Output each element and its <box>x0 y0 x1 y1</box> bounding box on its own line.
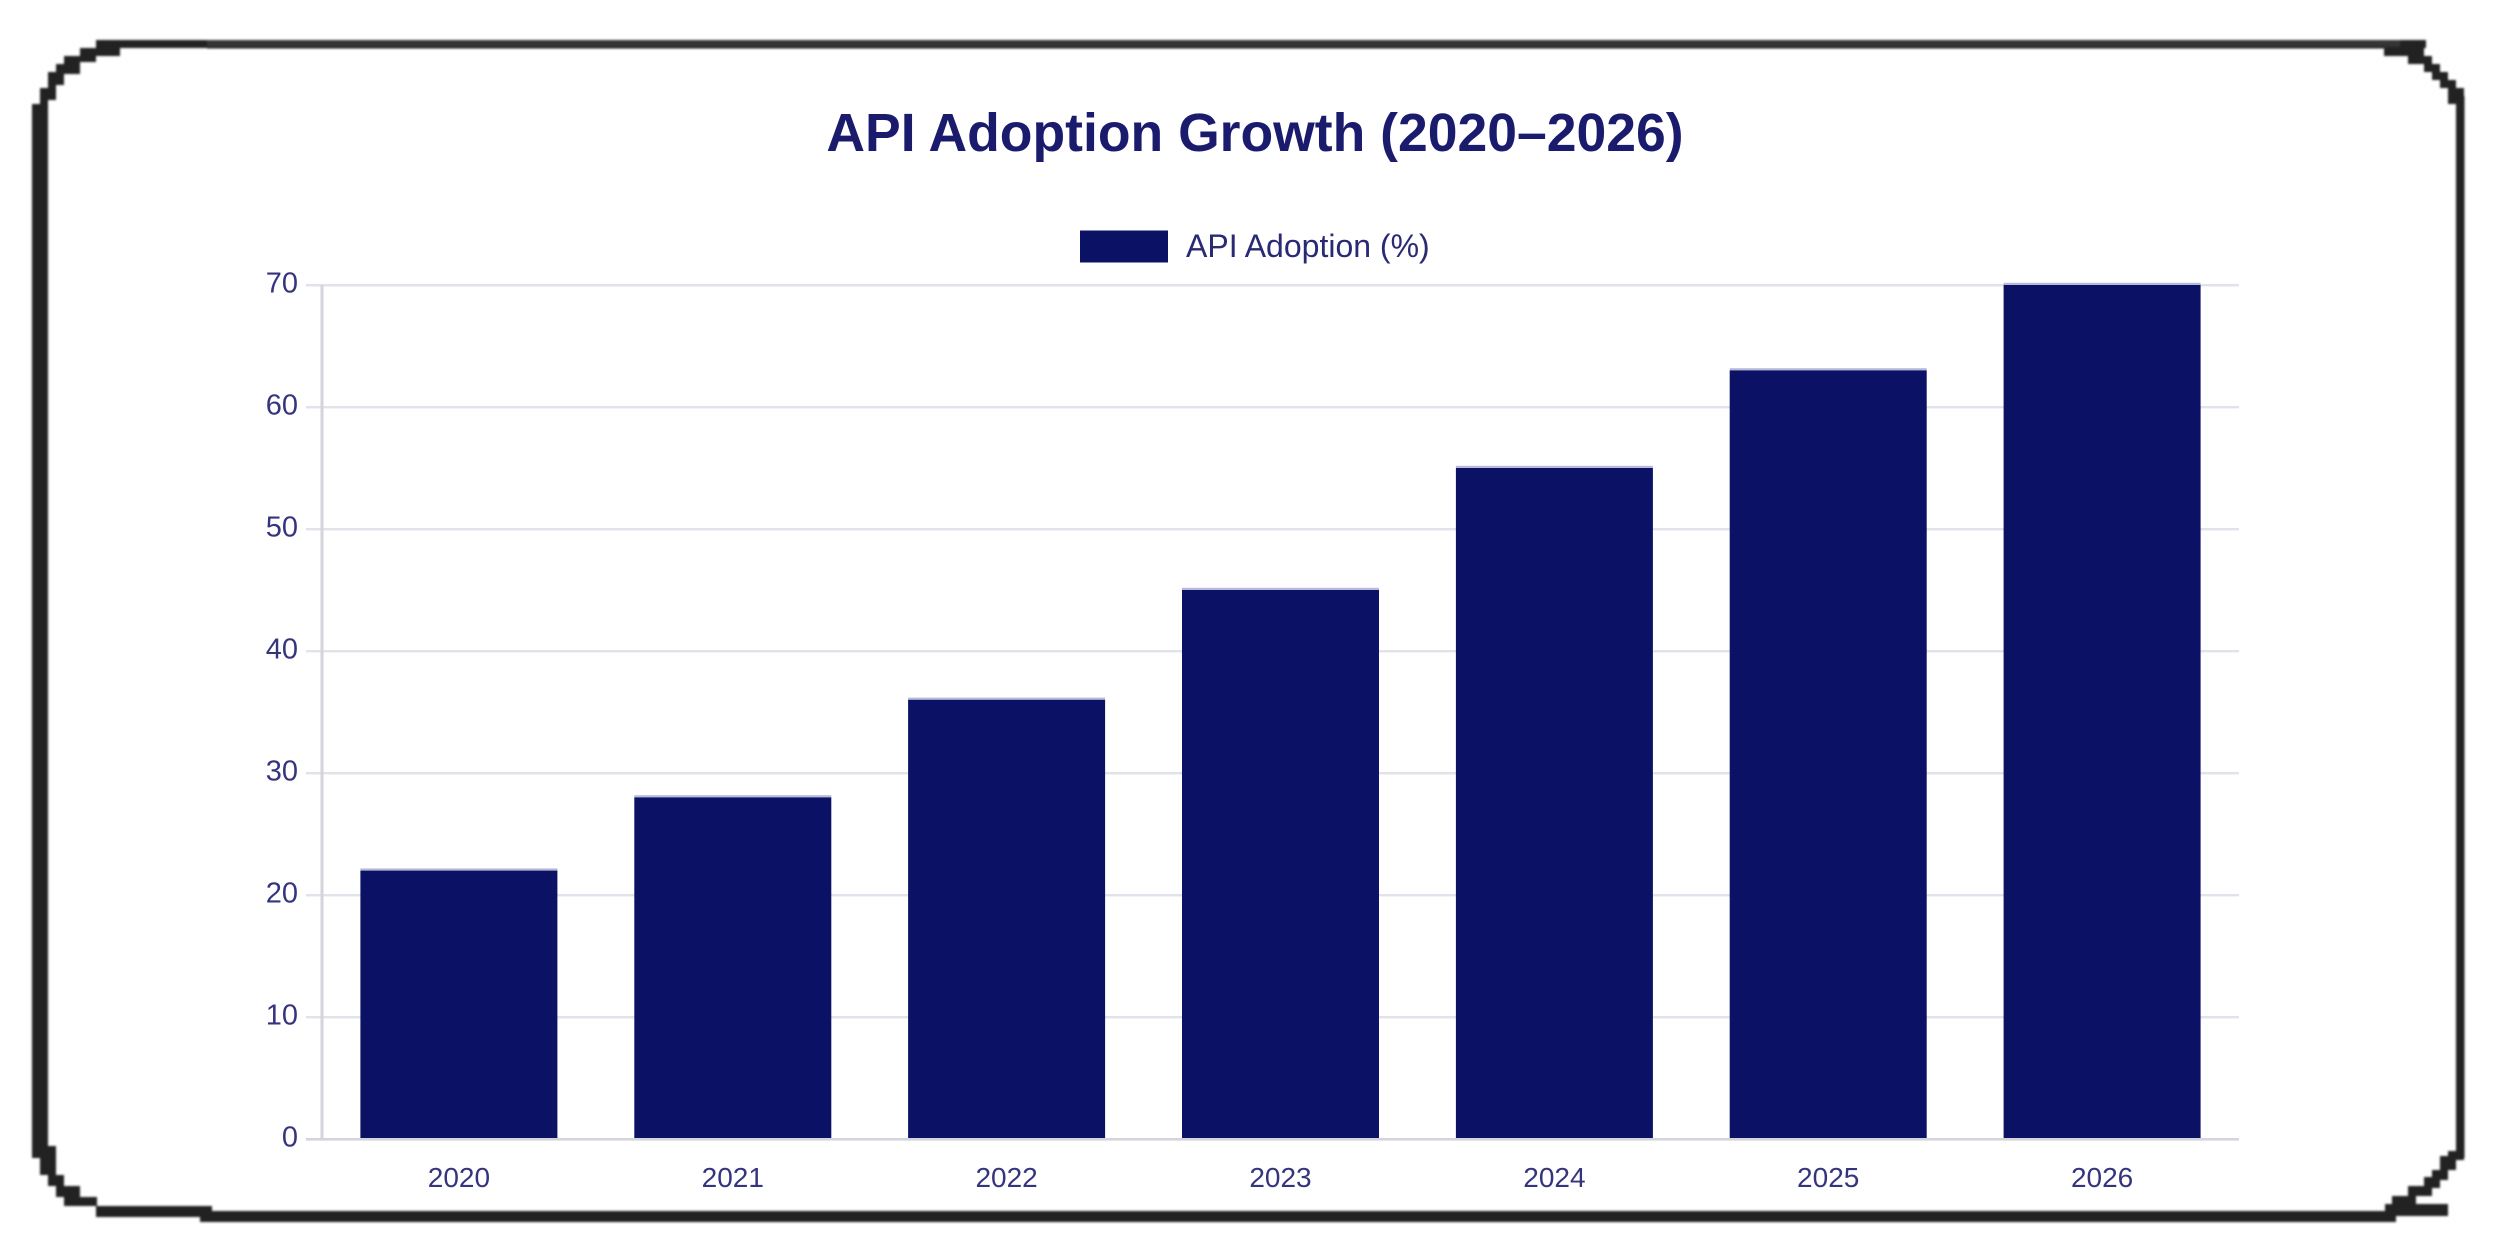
svg-text:2023: 2023 <box>1249 1162 1311 1193</box>
svg-text:50: 50 <box>266 512 298 544</box>
svg-text:2021: 2021 <box>702 1162 764 1193</box>
svg-text:60: 60 <box>266 390 298 422</box>
svg-text:2026: 2026 <box>2071 1162 2133 1193</box>
svg-text:2024: 2024 <box>1523 1162 1585 1193</box>
svg-text:30: 30 <box>266 756 298 788</box>
svg-text:2022: 2022 <box>975 1162 1037 1193</box>
svg-text:API Adoption (%): API Adoption (%) <box>1186 228 1430 264</box>
svg-text:10: 10 <box>266 1000 298 1032</box>
svg-text:70: 70 <box>266 268 298 300</box>
svg-text:API Adoption Growth (2020–2026: API Adoption Growth (2020–2026) <box>826 104 1683 163</box>
svg-text:2020: 2020 <box>428 1162 490 1193</box>
svg-text:2025: 2025 <box>1797 1162 1859 1193</box>
svg-text:0: 0 <box>282 1122 298 1154</box>
svg-text:40: 40 <box>266 634 298 666</box>
svg-text:20: 20 <box>266 878 298 910</box>
